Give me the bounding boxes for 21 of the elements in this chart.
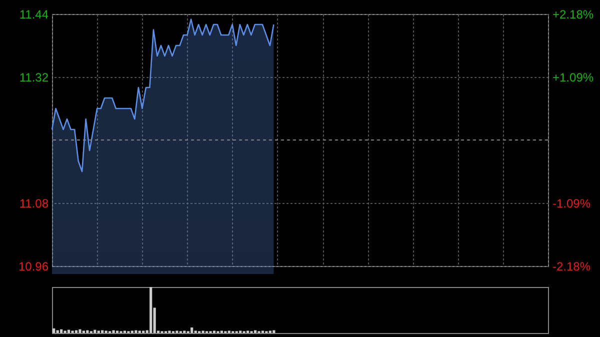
bar <box>60 329 63 333</box>
bar <box>52 328 56 333</box>
bar <box>74 330 78 333</box>
bar <box>254 330 257 333</box>
bar <box>272 330 276 333</box>
bar <box>190 327 194 333</box>
y2-tick-label: +1.09% <box>552 70 594 84</box>
y2-tick-label: -2.18% <box>552 260 591 274</box>
y-tick-label: 11.32 <box>19 70 49 84</box>
bar <box>134 330 138 333</box>
bar <box>150 287 152 333</box>
y2-tick-label: -1.09% <box>552 196 591 210</box>
bar <box>101 330 104 333</box>
bar <box>112 330 115 333</box>
y2-tick-label: +2.18% <box>552 8 594 22</box>
bar <box>56 330 59 333</box>
bar <box>78 329 82 333</box>
bar <box>86 330 89 333</box>
y-tick-label: 10.96 <box>18 260 49 274</box>
y-tick-label: 11.08 <box>19 196 49 210</box>
y-tick-label: 11.44 <box>19 8 49 22</box>
